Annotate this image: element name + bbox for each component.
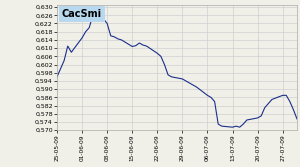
Text: CacSmi: CacSmi [62, 9, 102, 19]
